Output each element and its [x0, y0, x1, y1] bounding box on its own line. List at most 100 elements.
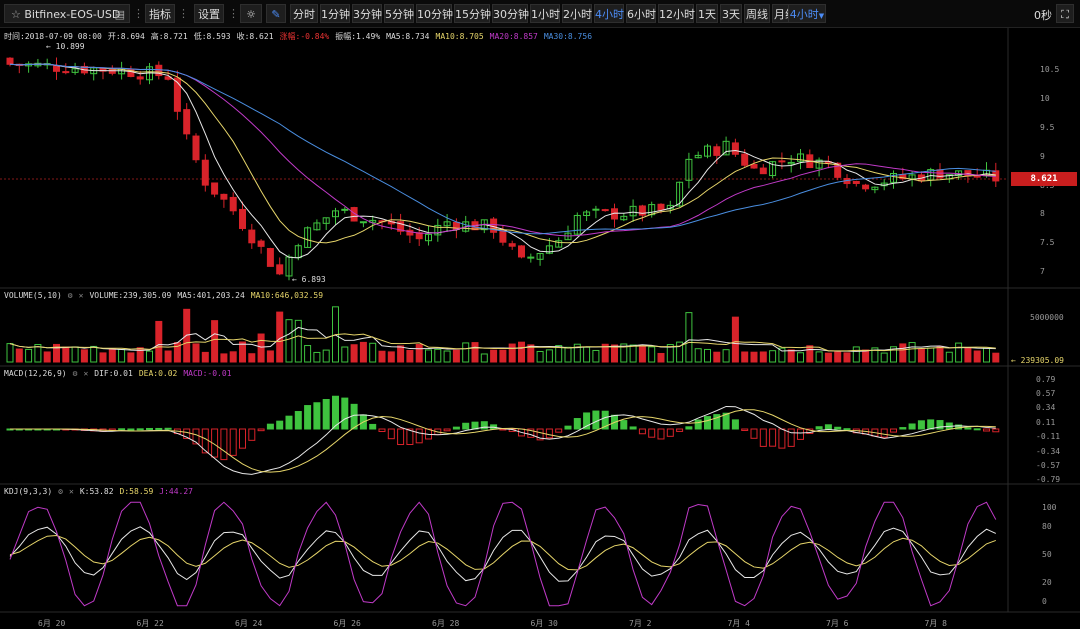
macd-histogram-bar	[797, 428, 804, 440]
volume-bar	[192, 343, 200, 363]
candle-body	[155, 64, 163, 77]
price-axis-label: 9	[1040, 152, 1045, 161]
time-axis-label: 7月 4	[727, 619, 750, 628]
volume-bar	[657, 352, 665, 363]
candle-body	[322, 217, 330, 224]
candle-body	[890, 173, 897, 183]
volume-bar	[90, 345, 98, 363]
volume-bar	[341, 346, 349, 363]
interval-button-11[interactable]: 12小时	[658, 4, 695, 23]
volume-bar	[527, 344, 535, 363]
time-axis-label: 6月 28	[432, 619, 460, 628]
macd-axis-label: -0.79	[1036, 475, 1061, 484]
star-icon[interactable]: ☆	[11, 8, 21, 21]
volume-close-icon[interactable]: ✕	[78, 291, 84, 300]
interval-button-1[interactable]: 1分钟	[320, 4, 350, 23]
volume-bar	[583, 346, 591, 363]
candle-body	[304, 227, 312, 248]
interval-button-6[interactable]: 30分钟	[492, 4, 529, 23]
time-axis-label: 6月 22	[136, 619, 164, 628]
indicator-button[interactable]: 指标	[145, 4, 175, 23]
volume-ma10-line	[9, 333, 996, 352]
macd-axis-label: -0.57	[1036, 461, 1061, 470]
volume-bar	[471, 342, 479, 363]
settings-button[interactable]: 设置	[194, 4, 224, 23]
interval-button-7[interactable]: 1小时	[530, 4, 560, 23]
volume-bar	[573, 343, 581, 363]
toolbar-separator: ⋮	[178, 7, 189, 20]
volume-bar	[787, 349, 795, 363]
macd-close-icon[interactable]: ✕	[83, 369, 89, 378]
candle-body	[834, 162, 842, 178]
interval-button-0[interactable]: 分时	[290, 4, 318, 23]
candle-body	[685, 158, 693, 181]
kdj-settings-icon[interactable]: ⚙	[58, 487, 63, 496]
candle-body	[53, 65, 60, 72]
draw-tool-icon[interactable]: ✎	[266, 4, 286, 23]
interval-dropdown[interactable]: 4小时▼	[788, 4, 826, 23]
volume-bar	[359, 341, 367, 363]
high-marker: ← 10.899	[46, 42, 85, 51]
interval-button-8[interactable]: 2小时	[562, 4, 592, 23]
volume-bar	[806, 345, 814, 363]
time-axis-label: 7月 8	[924, 619, 947, 628]
interval-button-2[interactable]: 3分钟	[352, 4, 382, 23]
interval-button-13[interactable]: 3天	[720, 4, 742, 23]
volume-bar	[425, 349, 432, 363]
volume-bar	[127, 352, 135, 363]
interval-button-14[interactable]: 周线	[744, 4, 770, 23]
info-ma5: MA5:8.734	[386, 32, 430, 41]
volume-bar	[936, 345, 944, 363]
interval-button-5[interactable]: 15分钟	[454, 4, 491, 23]
volume-bar	[25, 348, 33, 363]
interval-button-12[interactable]: 1天	[696, 4, 718, 23]
volume-bar	[248, 353, 256, 363]
brightness-icon[interactable]: ☼	[240, 4, 262, 23]
volume-bar	[983, 347, 990, 363]
macd-histogram-bar	[443, 428, 451, 432]
volume-settings-icon[interactable]: ⚙	[67, 291, 73, 300]
macd-histogram-bar	[452, 426, 460, 430]
volume-bar	[862, 349, 870, 363]
candle-body	[741, 153, 749, 166]
volume-bar	[322, 349, 330, 363]
macd-settings-icon[interactable]: ⚙	[72, 369, 78, 378]
interval-button-3[interactable]: 5分钟	[384, 4, 414, 23]
candle-body	[229, 196, 237, 212]
volume-bar	[415, 343, 423, 363]
candle-body	[127, 69, 135, 77]
macd-histogram-bar	[899, 427, 907, 430]
volume-bar	[80, 349, 88, 363]
macd-histogram-bar	[648, 428, 656, 438]
macd-histogram-bar	[890, 428, 897, 433]
volume-bar	[824, 352, 832, 363]
volume-bar	[369, 342, 377, 363]
symbol-selector[interactable]: ☆ Bitfinex-EOS-USD ▤	[4, 4, 130, 23]
macd-histogram-bar	[741, 428, 749, 431]
price-axis-label: 10	[1040, 94, 1050, 103]
candle-body	[276, 264, 284, 275]
caret-down-icon: ▼	[818, 12, 825, 20]
volume-bar	[834, 351, 842, 363]
macd-value: MACD:-0.01	[183, 369, 232, 378]
candle-body	[341, 208, 349, 211]
volume-bar	[731, 316, 739, 363]
edit-icon[interactable]: ▤	[114, 8, 125, 21]
volume-bar	[313, 351, 321, 363]
volume-bar	[378, 350, 386, 363]
macd-histogram-bar	[769, 428, 777, 447]
macd-histogram-bar	[406, 428, 414, 445]
info-close: 收:8.621	[236, 32, 274, 41]
kdj-close-icon[interactable]: ✕	[69, 487, 74, 496]
macd-histogram-bar	[294, 411, 302, 430]
candle-body	[332, 210, 339, 218]
fullscreen-icon[interactable]: ⛶	[1056, 4, 1074, 23]
ma20-line	[9, 63, 996, 237]
interval-button-10[interactable]: 6小时	[626, 4, 656, 23]
interval-button-4[interactable]: 10分钟	[416, 4, 453, 23]
interval-button-9[interactable]: 4小时	[594, 4, 624, 23]
volume-bar	[852, 346, 860, 363]
candle-body	[108, 68, 116, 74]
macd-histogram-bar	[229, 428, 237, 456]
